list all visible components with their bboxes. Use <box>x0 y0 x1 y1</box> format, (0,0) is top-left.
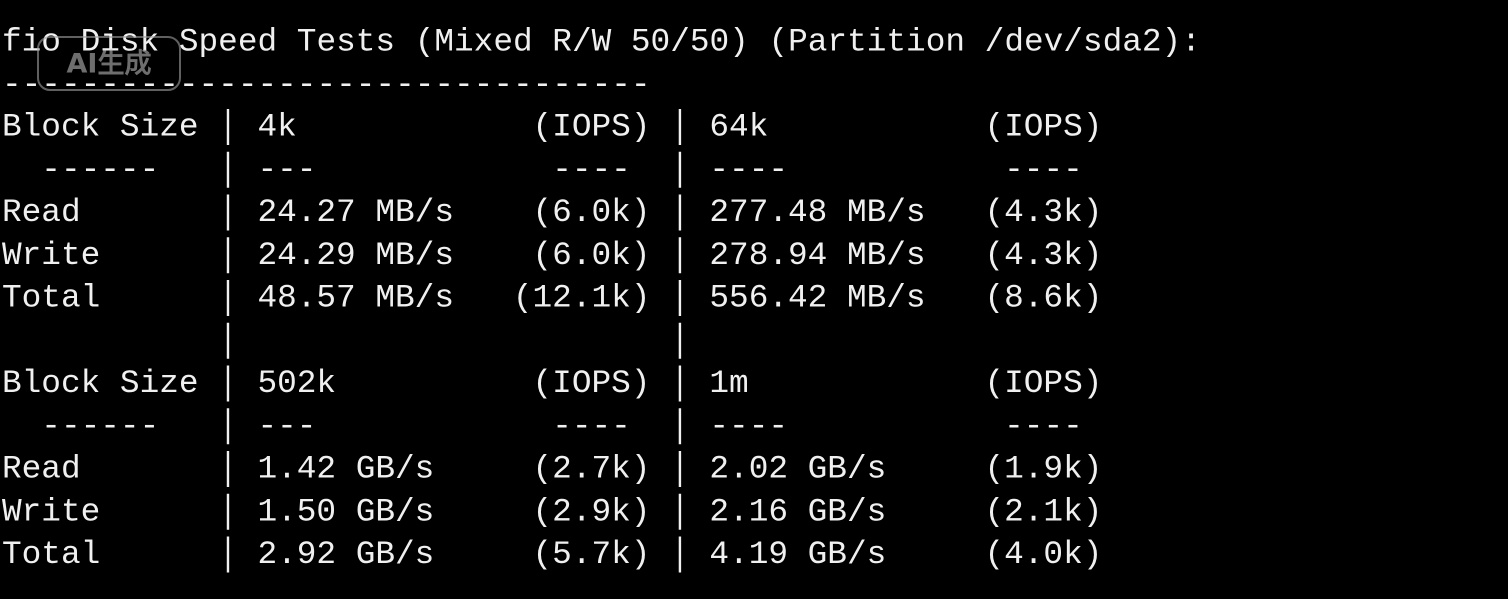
data-cell: 1.50 GB/s <box>257 493 434 530</box>
data-cell: 1.42 GB/s <box>257 451 434 488</box>
dash-cell: ------ <box>41 408 159 445</box>
column-divider <box>678 365 682 402</box>
data-cell: Total <box>2 536 100 573</box>
column-divider <box>226 237 230 274</box>
data-cell: 556.42 MB/s <box>709 280 925 317</box>
column-divider <box>678 280 682 316</box>
data-cell: (4.3k) <box>984 237 1102 274</box>
column-divider <box>678 493 682 530</box>
dash-cell: ---- <box>1004 151 1083 188</box>
column-divider <box>678 237 682 274</box>
data-cell: (1.9k) <box>984 451 1102 488</box>
column-divider <box>678 109 682 145</box>
header-cell: Block Size <box>2 365 199 402</box>
column-divider <box>678 322 682 359</box>
data-cell: 2.16 GB/s <box>709 493 886 530</box>
data-cell: (12.1k) <box>513 280 651 317</box>
header-cell: (IOPS) <box>533 365 651 402</box>
title: fio Disk Speed Tests (Mixed R/W 50/50) (… <box>2 24 1201 61</box>
watermark-box <box>37 36 181 91</box>
data-cell: 4.19 GB/s <box>709 536 886 573</box>
data-cell: Write <box>2 237 100 274</box>
column-divider <box>678 408 682 445</box>
column-divider <box>226 194 230 231</box>
data-cell: (2.7k) <box>533 451 651 488</box>
data-cell: 2.02 GB/s <box>709 451 886 488</box>
column-divider <box>678 451 682 487</box>
header-cell: (IOPS) <box>984 109 1102 146</box>
header-cell: 4k <box>257 109 296 146</box>
column-divider <box>226 408 230 445</box>
header-cell: (IOPS) <box>984 365 1102 402</box>
header-cell: (IOPS) <box>533 109 651 146</box>
column-divider <box>226 536 230 573</box>
column-divider <box>226 493 230 530</box>
header-cell: 64k <box>709 109 768 146</box>
data-cell: 277.48 MB/s <box>709 194 925 231</box>
header-cell: 502k <box>257 365 336 402</box>
data-cell: (6.0k) <box>533 194 651 231</box>
data-cell: (4.3k) <box>984 194 1102 231</box>
data-cell: Total <box>2 280 100 317</box>
dash-cell: ---- <box>709 408 788 445</box>
header-cell: 1m <box>709 365 748 402</box>
data-cell: Read <box>2 451 81 488</box>
dash-cell: ---- <box>552 408 631 445</box>
separator: --------------------------------- <box>2 67 651 104</box>
header-cell: Block Size <box>2 109 199 146</box>
data-cell: (8.6k) <box>984 280 1102 317</box>
data-cell: (2.9k) <box>533 493 651 530</box>
data-cell: 278.94 MB/s <box>709 237 925 274</box>
data-cell: 24.29 MB/s <box>257 237 454 274</box>
column-divider <box>226 322 230 359</box>
data-cell: (5.7k) <box>533 536 651 573</box>
data-cell: 24.27 MB/s <box>257 194 454 231</box>
data-cell: (4.0k) <box>984 536 1102 573</box>
data-cell: 48.57 MB/s <box>257 280 454 317</box>
dash-cell: ---- <box>1004 408 1083 445</box>
column-divider <box>226 451 230 487</box>
dash-cell: --- <box>257 408 316 445</box>
data-cell: 2.92 GB/s <box>257 536 434 573</box>
data-cell: Write <box>2 493 100 530</box>
column-divider <box>226 109 230 145</box>
data-cell: (6.0k) <box>533 237 651 274</box>
dash-cell: ---- <box>552 151 631 188</box>
column-divider <box>678 536 682 573</box>
column-divider <box>678 194 682 231</box>
watermark: AI生成 <box>67 49 152 80</box>
dash-cell: ------ <box>41 151 159 188</box>
data-cell: Read <box>2 194 81 231</box>
column-divider <box>226 151 230 188</box>
data-cell: (2.1k) <box>984 493 1102 530</box>
dash-cell: ---- <box>709 151 788 188</box>
dash-cell: --- <box>257 151 316 188</box>
column-divider <box>226 365 230 402</box>
column-divider <box>678 151 682 188</box>
column-divider <box>226 280 230 316</box>
